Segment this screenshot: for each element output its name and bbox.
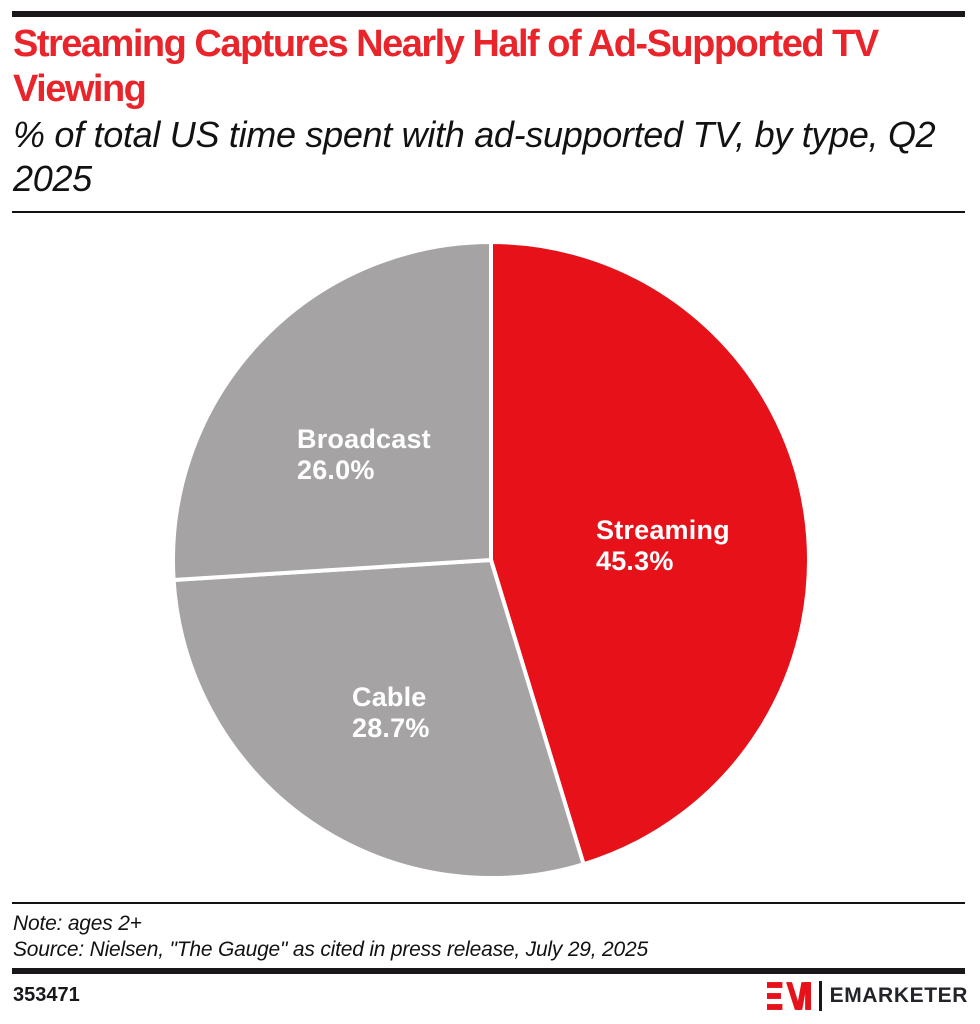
top-accent-bar — [12, 11, 965, 17]
chart-id: 353471 — [13, 984, 80, 1006]
pie-label-cable-name: Cable — [352, 682, 427, 712]
pie-label-streaming: Streaming 45.3% — [596, 515, 730, 577]
source-text: Source: Nielsen, "The Gauge" as cited in… — [13, 938, 648, 961]
note-text: Note: ages 2+ — [13, 912, 142, 935]
chart-subtitle: % of total US time spent with ad-support… — [13, 114, 936, 199]
pie-label-broadcast-value: 26.0% — [297, 455, 375, 485]
pie-label-broadcast-name: Broadcast — [297, 424, 431, 454]
footnotes: Note: ages 2+ Source: Nielsen, "The Gaug… — [13, 911, 970, 963]
emarketer-wordmark: EMARKETER — [829, 984, 968, 1007]
emarketer-logo: EMARKETER — [766, 980, 968, 1012]
pie-slice-cable — [171, 557, 587, 880]
pie-label-cable: Cable 28.7% — [352, 682, 430, 744]
chart-title: Streaming Captures Nearly Half of Ad-Sup… — [13, 23, 879, 110]
pie-label-streaming-value: 45.3% — [596, 546, 674, 576]
pie-slice-broadcast — [171, 239, 493, 583]
pie-label-streaming-name: Streaming — [596, 515, 730, 545]
pie-slice-streaming — [489, 239, 811, 867]
footer-accent-bar — [12, 968, 965, 974]
pie-label-broadcast: Broadcast 26.0% — [297, 424, 431, 486]
header-divider-line — [12, 211, 965, 213]
pie-label-cable-value: 28.7% — [352, 713, 430, 743]
logo-divider — [818, 981, 822, 1011]
em-logo-icon — [766, 982, 811, 1010]
footnote-divider-line — [12, 902, 965, 904]
